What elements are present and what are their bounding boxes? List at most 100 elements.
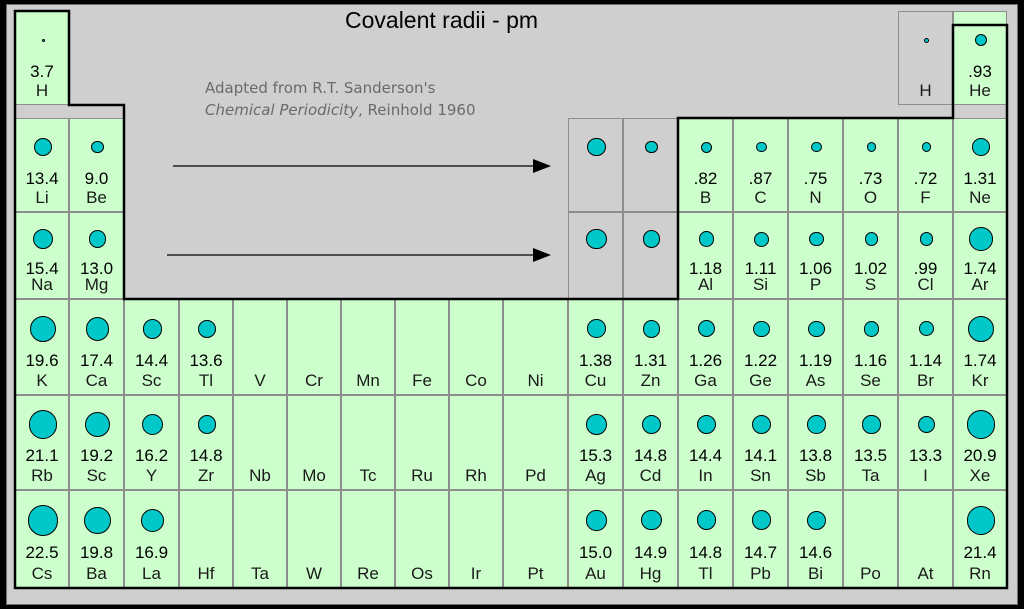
radius-circle (142, 319, 163, 339)
element-symbol: Kr (971, 371, 989, 390)
radius-circle (32, 228, 54, 250)
element-symbol: B (699, 188, 712, 207)
element-cell-xe: 20.9 Xe (953, 395, 1007, 490)
radius-value: 1.11 (744, 258, 777, 278)
element-cell-w: W (287, 490, 341, 588)
element-cell-o: .73 O (843, 118, 898, 212)
source-credit: Adapted from R.T. Sanderson's Chemical P… (205, 77, 476, 121)
radius-value: 17.4 (79, 350, 114, 370)
element-cell-pd: Pd (503, 395, 568, 490)
element-symbol: Os (411, 564, 433, 583)
element-cell-hf: Hf (179, 490, 233, 588)
radius-value: .72 (913, 168, 938, 188)
radius-circle (586, 228, 607, 250)
element-cell-ta: 13.5 Ta (843, 395, 898, 490)
radius-value: 1.14 (908, 350, 943, 370)
radius-value: 14.9 (633, 542, 668, 562)
radius-value: 1.74 (963, 350, 997, 370)
radius-value: 22.5 (25, 542, 59, 562)
element-cell-as: 1.19 As (788, 299, 843, 395)
radius-circle (917, 415, 936, 434)
element-symbol: Cr (305, 371, 323, 390)
element-cell-ge: 1.22 Ge (733, 299, 788, 395)
radius-value: 13.8 (798, 446, 833, 466)
radius-circle (969, 227, 993, 251)
element-symbol: Rh (465, 466, 487, 485)
element-symbol: K (36, 371, 48, 390)
element-symbol: Ag (585, 466, 606, 485)
radius-circle (587, 319, 606, 339)
radius-circle (807, 415, 826, 434)
element-symbol: Fe (412, 371, 432, 390)
radius-value: 15.0 (578, 542, 613, 562)
element-cell-cd: 14.8 Cd (623, 395, 678, 490)
radius-circle (751, 414, 771, 434)
element-cell-f: .72 F (898, 118, 953, 212)
element-symbol: Co (465, 371, 487, 390)
element-cell-ni: Ni (503, 299, 568, 395)
element-cell-au: 15.0 Au (568, 490, 623, 588)
arrow-head (533, 248, 551, 262)
element-symbol: Sc (86, 466, 107, 485)
element-cell-po: Po (843, 490, 898, 588)
radius-circle (91, 141, 104, 154)
element-cell-se: 1.16 Se (843, 299, 898, 395)
element-cell-ta: Ta (233, 490, 287, 588)
radius-value: 14.4 (688, 446, 723, 466)
element-symbol: Sn (750, 466, 771, 485)
radius-circle (809, 231, 824, 247)
radius-circle (972, 138, 990, 157)
element-cell-zr: 14.8 Zr (179, 395, 233, 490)
credit-publisher: , Reinhold 1960 (358, 101, 476, 119)
radius-circle (641, 414, 662, 435)
radius-circle (198, 319, 216, 338)
element-symbol: At (917, 564, 934, 583)
element-grid: 3.7 H H .93 He 13.4 Li 9.0 Be .82 B .87 C .75 N .73 O .72… (7, 5, 1017, 604)
element-cell-mn: Mn (341, 299, 395, 395)
radius-circle (863, 320, 880, 337)
radius-value: 1.31 (963, 168, 997, 188)
radius-value: 13.0 (79, 258, 114, 278)
element-symbol: H (919, 81, 932, 100)
element-symbol: V (254, 371, 266, 390)
arrow-period-2 (173, 159, 551, 173)
radius-value: 14.8 (633, 446, 668, 466)
element-symbol: Ga (694, 371, 717, 390)
credit-line-1: Adapted from R.T. Sanderson's (205, 79, 436, 97)
radius-circle (806, 510, 827, 531)
radius-value: 13.5 (853, 446, 888, 466)
element-cell-ba: 19.8 Ba (69, 490, 124, 588)
table-outline (13, 9, 1009, 590)
element-cell-sc: 19.2 Sc (69, 395, 124, 490)
element-cell-tl: 13.6 Tl (179, 299, 233, 395)
element-symbol: O (863, 188, 878, 207)
radius-circle (641, 510, 662, 531)
radius-circle (28, 410, 58, 439)
radius-circle (862, 415, 881, 434)
radius-circle (924, 37, 929, 43)
element-symbol: Sb (805, 466, 826, 485)
radius-value: 20.9 (963, 446, 997, 466)
element-symbol: H (35, 81, 49, 100)
radius-value: 1.02 (853, 258, 888, 278)
element-symbol: Bi (807, 564, 824, 583)
credit-line-2: Chemical Periodicity, Reinhold 1960 (205, 99, 476, 121)
radius-circle (974, 33, 988, 47)
radius-circle (586, 414, 607, 435)
element-cell-ar: 1.74 Ar (953, 212, 1007, 299)
element-symbol: C (754, 188, 767, 207)
element-cell-v: V (233, 299, 287, 395)
radius-value: 1.38 (578, 350, 613, 370)
radius-value: 14.8 (189, 446, 223, 466)
element-cell-i: 13.3 I (898, 395, 953, 490)
element-cell-zn: 1.31 Zn (623, 299, 678, 395)
element-symbol: Na (31, 275, 53, 294)
element-cell-ca: 17.4 Ca (69, 299, 124, 395)
element-cell-cl: .99 Cl (898, 212, 953, 299)
element-cell-si: 1.11 Si (733, 212, 788, 299)
ghost-cell (568, 118, 623, 212)
radius-value: 14.7 (743, 542, 778, 562)
element-cell-hg: 14.9 Hg (623, 490, 678, 588)
element-cell-n: .75 N (788, 118, 843, 212)
radius-value: 1.19 (798, 350, 833, 370)
